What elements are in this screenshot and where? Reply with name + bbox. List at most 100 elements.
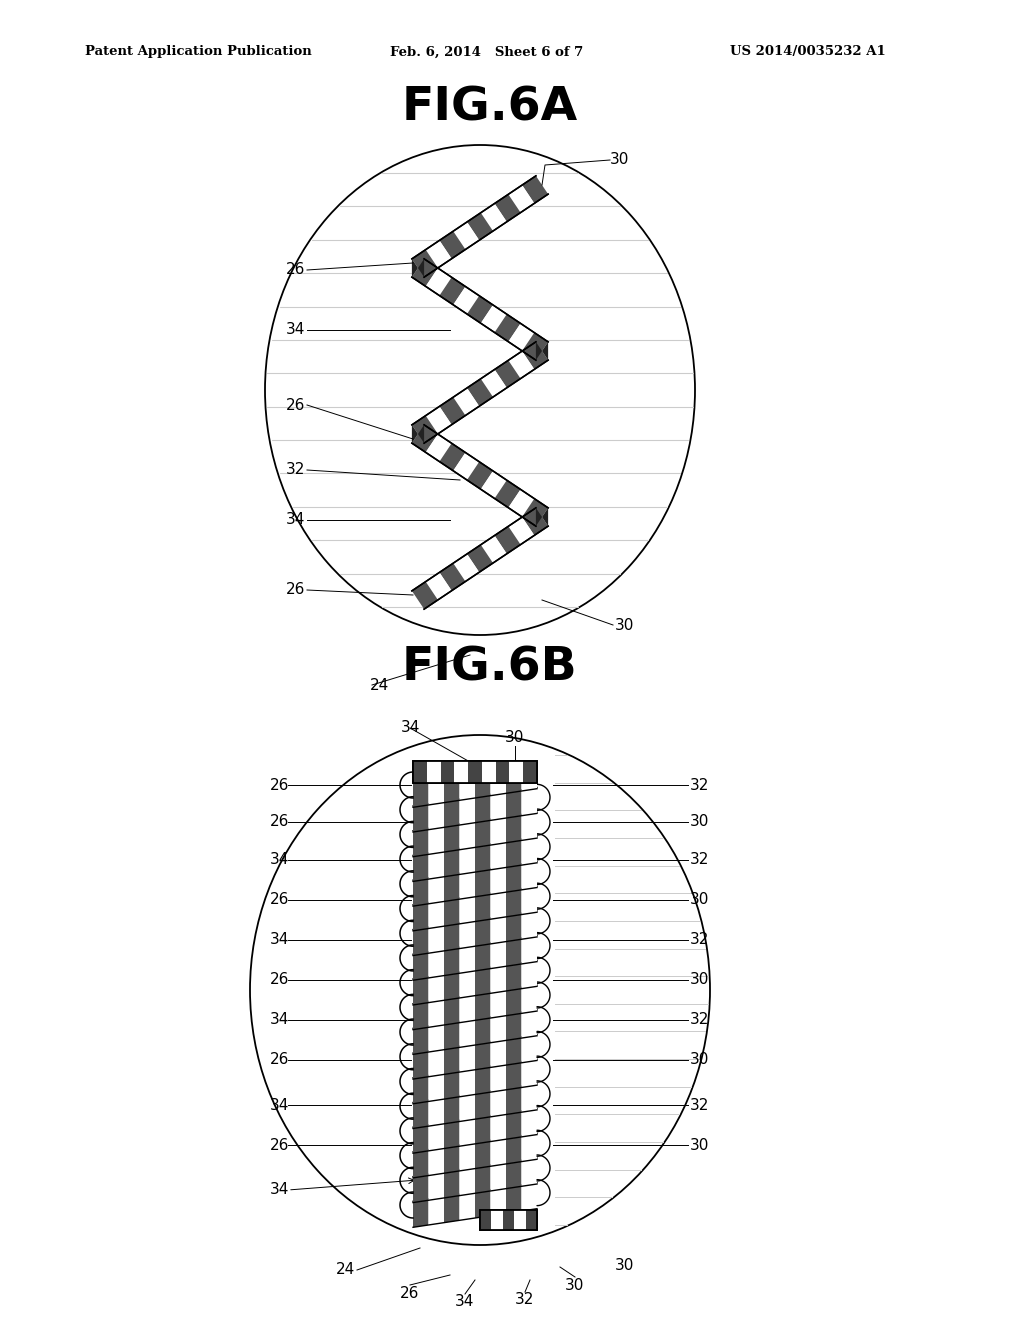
Polygon shape — [467, 379, 493, 407]
Polygon shape — [412, 259, 424, 277]
Polygon shape — [475, 1189, 490, 1218]
Text: Patent Application Publication: Patent Application Publication — [85, 45, 311, 58]
Polygon shape — [413, 862, 537, 906]
Polygon shape — [508, 517, 535, 545]
Polygon shape — [413, 936, 537, 981]
Polygon shape — [481, 536, 507, 564]
Text: 26: 26 — [400, 1286, 420, 1300]
Polygon shape — [413, 1134, 537, 1177]
Polygon shape — [522, 508, 548, 536]
Polygon shape — [460, 920, 475, 949]
Polygon shape — [467, 213, 493, 240]
Text: 34: 34 — [270, 932, 290, 948]
Polygon shape — [412, 508, 548, 609]
Text: 34: 34 — [270, 1183, 290, 1197]
Polygon shape — [454, 388, 479, 416]
Polygon shape — [412, 176, 548, 277]
Polygon shape — [439, 397, 466, 425]
Text: 24: 24 — [336, 1262, 355, 1278]
Polygon shape — [413, 1183, 537, 1228]
Polygon shape — [428, 1122, 444, 1151]
Text: 30: 30 — [690, 1138, 710, 1152]
Polygon shape — [521, 1134, 537, 1162]
Polygon shape — [475, 917, 490, 946]
Polygon shape — [521, 985, 537, 1014]
Polygon shape — [444, 972, 460, 1001]
Text: 34: 34 — [270, 1012, 290, 1027]
Polygon shape — [460, 994, 475, 1023]
Bar — [455, 762, 468, 783]
Polygon shape — [495, 314, 520, 342]
Text: 32: 32 — [515, 1292, 535, 1308]
Polygon shape — [490, 817, 506, 845]
Polygon shape — [536, 508, 548, 527]
Polygon shape — [490, 1064, 506, 1092]
Polygon shape — [428, 1024, 444, 1052]
Text: 30: 30 — [690, 814, 710, 829]
Text: 26: 26 — [286, 263, 305, 277]
Polygon shape — [506, 987, 521, 1015]
Ellipse shape — [265, 145, 695, 635]
Polygon shape — [495, 194, 520, 222]
Polygon shape — [426, 240, 452, 268]
Polygon shape — [428, 999, 444, 1027]
Polygon shape — [460, 1068, 475, 1097]
Polygon shape — [506, 962, 521, 991]
Polygon shape — [506, 840, 521, 867]
Polygon shape — [454, 286, 479, 314]
Polygon shape — [413, 886, 537, 931]
Polygon shape — [460, 1167, 475, 1196]
Polygon shape — [506, 1160, 521, 1188]
Polygon shape — [475, 993, 490, 1020]
Polygon shape — [490, 1113, 506, 1142]
Polygon shape — [521, 936, 537, 964]
Polygon shape — [475, 968, 490, 995]
Polygon shape — [413, 812, 537, 857]
Polygon shape — [428, 801, 444, 830]
Polygon shape — [444, 948, 460, 975]
Polygon shape — [428, 1073, 444, 1101]
Polygon shape — [413, 1158, 537, 1203]
Polygon shape — [444, 923, 460, 950]
Polygon shape — [495, 527, 520, 554]
Polygon shape — [475, 1090, 490, 1119]
Polygon shape — [428, 1197, 444, 1225]
Polygon shape — [444, 775, 460, 803]
Polygon shape — [475, 843, 490, 873]
Text: 30: 30 — [690, 892, 710, 908]
Polygon shape — [475, 894, 490, 921]
Polygon shape — [508, 351, 535, 379]
Polygon shape — [413, 977, 428, 1005]
Bar — [413, 762, 537, 783]
Text: 32: 32 — [690, 932, 710, 948]
Polygon shape — [490, 792, 506, 821]
Polygon shape — [490, 1014, 506, 1043]
Polygon shape — [506, 814, 521, 842]
Bar — [496, 762, 510, 783]
Polygon shape — [444, 1022, 460, 1049]
Polygon shape — [521, 1109, 537, 1137]
Polygon shape — [522, 176, 548, 203]
Polygon shape — [428, 1098, 444, 1126]
Polygon shape — [412, 582, 438, 609]
Polygon shape — [506, 1061, 521, 1090]
Polygon shape — [475, 820, 490, 847]
Bar — [440, 762, 455, 783]
Polygon shape — [428, 851, 444, 879]
Polygon shape — [506, 1036, 521, 1065]
Polygon shape — [506, 766, 521, 793]
Polygon shape — [460, 1118, 475, 1146]
Bar — [480, 1210, 492, 1230]
Ellipse shape — [250, 735, 710, 1245]
Polygon shape — [506, 1111, 521, 1139]
Text: 26: 26 — [270, 1138, 290, 1152]
Polygon shape — [475, 1041, 490, 1069]
Polygon shape — [521, 812, 537, 841]
Polygon shape — [412, 425, 438, 453]
Polygon shape — [428, 1147, 444, 1176]
Polygon shape — [444, 1045, 460, 1074]
Polygon shape — [413, 804, 428, 832]
Polygon shape — [412, 342, 548, 444]
Text: 34: 34 — [270, 853, 290, 867]
Text: 34: 34 — [286, 322, 305, 338]
